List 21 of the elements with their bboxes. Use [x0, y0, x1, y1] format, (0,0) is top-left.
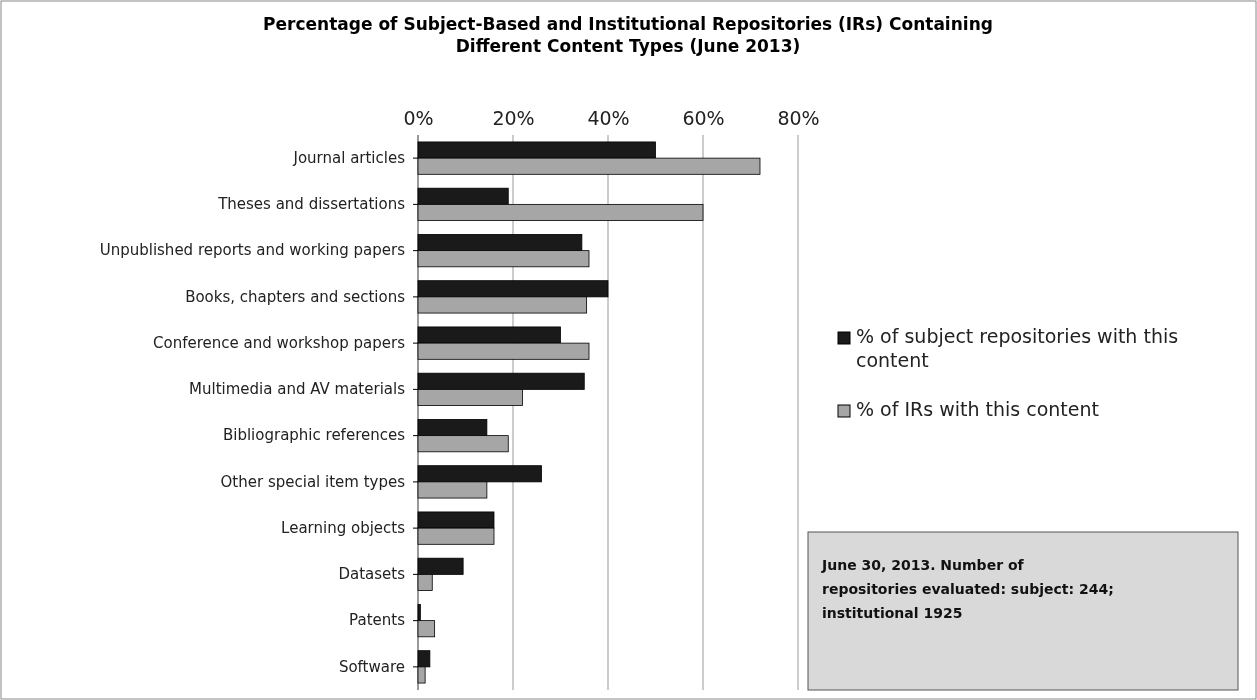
chart-title: Percentage of Subject-Based and Institutional Repositories (IRs) Containing Different Content Types (June 2013) [263, 14, 993, 56]
legend-label: % of IRs with this content [856, 398, 1099, 420]
y-tick-label: Software [338, 657, 405, 676]
y-tick-label: Conference and workshop papers [152, 333, 406, 352]
y-tick-label: Learning objects [281, 518, 406, 537]
y-tick-label: Datasets [338, 565, 406, 584]
y-tick-label: Other special item types [220, 472, 406, 491]
x-tick-label: 40% [587, 107, 630, 129]
y-tick-label: Books, chapters and sections [185, 287, 406, 306]
x-tick-label: 0% [403, 107, 434, 129]
y-tick-label: Theses and dissertations [217, 195, 406, 214]
y-tick-label: Unpublished reports and working papers [99, 241, 406, 260]
x-tick-label: 20% [492, 107, 535, 129]
y-tick-label: Patents [349, 611, 406, 630]
y-tick-label: Journal articles [292, 148, 406, 167]
legend-label: % of subject repositories with this content [856, 325, 1179, 371]
x-tick-label: 60% [682, 107, 725, 129]
y-tick-label: Bibliographic references [222, 426, 406, 445]
x-tick-label: 80% [777, 107, 820, 129]
text: June 30, 2013. Number of repositories evaluated: subject: 244; institutional 1925 [821, 557, 1114, 621]
y-tick-label: Multimedia and AV materials [189, 380, 406, 399]
